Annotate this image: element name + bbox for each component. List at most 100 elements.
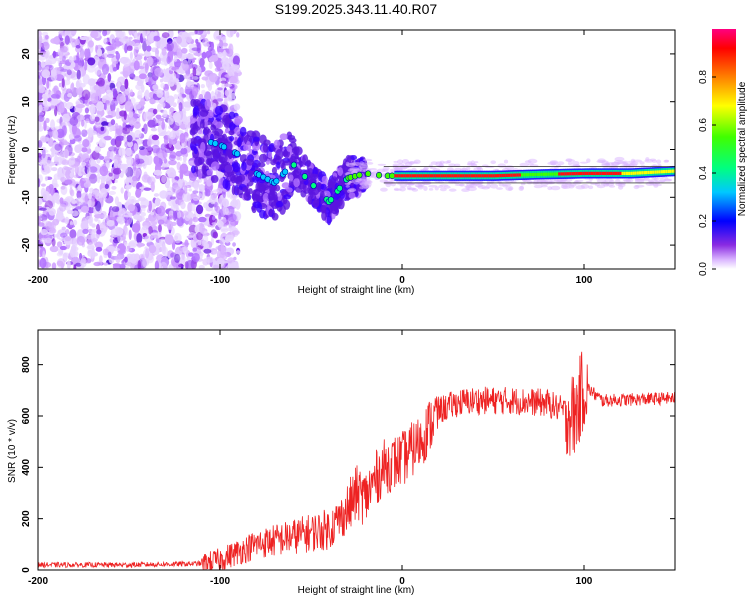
spectrogram-noise-blob xyxy=(38,104,43,113)
spectrogram-noise-blob xyxy=(120,85,126,92)
spectrogram-noise-blob xyxy=(128,195,137,206)
spectrogram-noise-blob xyxy=(182,210,189,216)
spectrogram-signal-blob xyxy=(276,192,283,201)
spectrogram-noise-blob xyxy=(137,89,143,100)
spectrogram-band-core xyxy=(424,174,429,178)
spectrogram-noise-blob xyxy=(160,102,166,108)
spectrogram-noise-blob xyxy=(164,148,173,154)
spectrogram-noise-blob xyxy=(148,225,153,235)
spectrogram-signal-blob xyxy=(257,162,266,168)
spectrogram-noise-blob xyxy=(115,135,125,142)
spectrogram-noise-blob xyxy=(44,89,50,94)
spectrogram-noise-blob xyxy=(153,35,161,42)
spectrogram-noise-blob xyxy=(105,100,110,104)
spectrogram-noise-blob xyxy=(196,42,201,54)
spectrogram-noise-blob xyxy=(144,157,150,166)
spectrogram-noise-blob xyxy=(54,105,58,117)
spectrogram-haze-blob xyxy=(476,180,484,184)
spectrogram-noise-blob xyxy=(106,220,115,227)
spectrogram-noise-blob xyxy=(190,202,196,212)
spectrogram-noise-blob xyxy=(220,244,225,254)
spectrogram-noise-blob xyxy=(168,200,173,206)
spectrogram-noise-blob xyxy=(145,228,149,236)
spectrogram-haze-blob xyxy=(585,180,593,183)
spectrogram-signal-blob xyxy=(283,194,292,200)
spectrogram-noise-blob xyxy=(105,115,114,119)
spectrogram-noise-blob xyxy=(185,259,195,269)
figure-title: S199.2025.343.11.40.R07 xyxy=(275,1,438,17)
spectrogram-band-core xyxy=(584,171,589,175)
spectrogram-haze-blob xyxy=(634,178,645,182)
spectrogram-noise-blob xyxy=(147,56,154,67)
spectrogram-noise-blob xyxy=(217,87,223,91)
spectrogram-noise-blob xyxy=(65,101,74,110)
spectrogram-marks xyxy=(38,30,675,269)
spectrogram-haze-blob xyxy=(579,161,588,164)
spectrogram-noise-blob xyxy=(159,78,164,83)
spectrogram-noise-blob xyxy=(124,256,128,263)
spectrogram-noise-blob xyxy=(48,183,54,191)
spectrogram-ridge-blob xyxy=(365,170,372,178)
spectrogram-noise-blob xyxy=(162,150,168,159)
spectrogram-noise-blob xyxy=(121,127,131,135)
spectrogram-signal-blob xyxy=(192,106,198,117)
spectrogram-signal-blob xyxy=(210,161,220,171)
colorbar-label: Normalized spectral amplitude xyxy=(737,81,748,216)
spectrogram-noise-blob xyxy=(81,89,91,101)
spectrogram-signal-blob xyxy=(190,98,197,107)
spectrogram-band-core xyxy=(431,174,436,178)
spectrogram-noise-blob xyxy=(118,147,126,156)
spectrogram-band-core xyxy=(612,171,617,175)
spectrogram-noise-blob xyxy=(149,99,157,105)
spectrogram-noise-blob xyxy=(93,261,101,267)
spectrogram-band-core xyxy=(545,172,550,176)
spectrogram-noise-blob xyxy=(154,47,159,59)
spectrogram-noise-blob xyxy=(185,184,192,189)
spectrogram-noise-blob xyxy=(75,44,81,49)
spectrogram-haze-blob xyxy=(615,182,623,186)
spectrogram-band-core xyxy=(630,171,635,175)
spectrogram-band-core xyxy=(536,172,541,177)
spectrogram-noise-blob xyxy=(170,204,177,211)
spectrogram-noise-blob xyxy=(44,237,52,244)
spectrogram-noise-blob xyxy=(144,62,149,74)
spectrogram-noise-blob xyxy=(75,262,82,267)
spectrogram-noise-blob xyxy=(134,143,138,152)
spectrogram-band-core xyxy=(427,174,432,178)
spectrogram-band-core xyxy=(490,174,495,178)
spectrogram-noise-blob xyxy=(127,140,134,148)
spectrogram-noise-blob xyxy=(38,84,46,94)
spectrogram-noise-blob xyxy=(215,205,221,214)
spectrogram-noise-blob xyxy=(154,260,159,269)
spectrogram-ridge-blob xyxy=(290,161,297,169)
spectrogram-noise-blob xyxy=(124,190,129,201)
spectrogram-noise-blob xyxy=(112,66,118,72)
spectrogram-noise-blob xyxy=(42,98,48,107)
spectrogram-noise-blob xyxy=(115,255,121,264)
spectrogram-noise-blob xyxy=(182,155,187,163)
spectrogram-band-core xyxy=(623,171,628,175)
spectrogram-noise-blob xyxy=(50,119,56,131)
spectrogram-noise-blob xyxy=(170,221,177,226)
spectrogram-signal-blob xyxy=(246,158,255,166)
spectrogram-ytick-label: 20 xyxy=(21,48,32,60)
spectrogram-noise-blob xyxy=(52,218,60,226)
spectrogram-noise-blob xyxy=(89,113,96,122)
spectrogram-haze-blob xyxy=(428,184,438,188)
spectrogram-noise-blob xyxy=(167,172,177,178)
snr-frame xyxy=(37,329,676,571)
spectrogram-signal-blob xyxy=(320,205,327,214)
spectrogram-band-core xyxy=(396,174,401,178)
spectrogram-noise-blob xyxy=(154,67,164,77)
spectrogram-signal-blob xyxy=(229,121,235,131)
spectrogram-band-core xyxy=(405,174,410,178)
spectrogram-haze-blob xyxy=(353,180,360,185)
spectrogram-noise-blob xyxy=(203,202,208,209)
spectrogram-haze-blob xyxy=(651,159,657,163)
spectrogram-noise-blob xyxy=(96,172,101,184)
spectrogram-noise-blob xyxy=(148,244,157,254)
spectrogram-band-core xyxy=(658,170,663,174)
spectrogram-band-core xyxy=(510,173,515,177)
spectrogram-noise-blob xyxy=(116,93,125,105)
